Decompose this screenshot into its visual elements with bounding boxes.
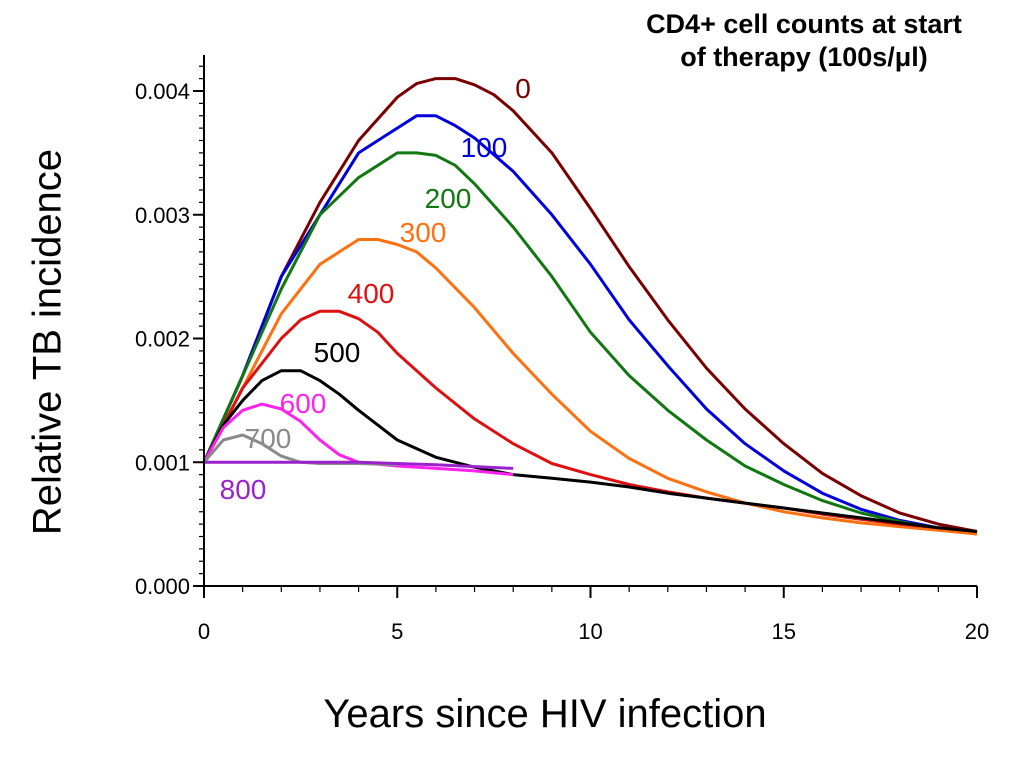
x-tick-label: 0 xyxy=(198,619,210,644)
series-line-700 xyxy=(202,433,398,467)
series-label-700: 700 xyxy=(245,423,292,454)
series-line-300 xyxy=(202,238,978,536)
y-axis-label: Relative TB incidence xyxy=(25,148,70,536)
y-tick-label: 0.004 xyxy=(135,79,190,104)
series-layer xyxy=(202,77,978,536)
series-label-0: 0 xyxy=(515,73,531,104)
series-label-800: 800 xyxy=(220,474,267,505)
series-line-0 xyxy=(202,77,978,533)
series-line-800 xyxy=(204,460,514,470)
series-label-300: 300 xyxy=(400,217,447,248)
x-axis-label: Years since HIV infection xyxy=(323,692,767,736)
series-line-600 xyxy=(202,402,514,477)
axes-layer: 0.000 0.001 0.002 0.003 0.004 0 5 10 15 20 xyxy=(135,55,989,644)
x-tick-label: 5 xyxy=(391,619,403,644)
series-label-400: 400 xyxy=(348,278,395,309)
y-tick-label: 0.000 xyxy=(135,574,190,599)
series-label-600: 600 xyxy=(280,388,327,419)
series-line-200 xyxy=(202,151,978,536)
x-tick-label: 10 xyxy=(578,619,602,644)
chart-title-line-1: CD4+ cell counts at start xyxy=(646,9,962,39)
y-tick-label: 0.002 xyxy=(135,327,190,352)
x-tick-label: 20 xyxy=(965,619,989,644)
series-label-500: 500 xyxy=(314,337,361,368)
series-line-100 xyxy=(202,114,978,535)
x-tick-label: 15 xyxy=(772,619,796,644)
series-label-200: 200 xyxy=(425,183,472,214)
y-tick-label: 0.001 xyxy=(135,450,190,475)
chart-title: CD4+ cell counts at start of therapy (10… xyxy=(594,8,1014,74)
chart-title-line-2: of therapy (100s/μl) xyxy=(680,42,928,72)
series-label-100: 100 xyxy=(461,132,508,163)
y-tick-label: 0.003 xyxy=(135,203,190,228)
series-line-500 xyxy=(202,369,978,533)
